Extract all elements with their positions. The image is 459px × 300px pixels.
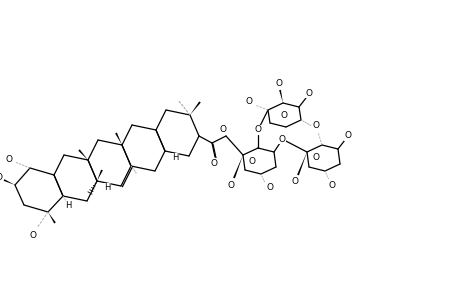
Text: O: O <box>280 110 287 119</box>
Text: O: O <box>312 122 319 130</box>
Text: O: O <box>328 182 335 190</box>
Text: O: O <box>275 80 282 88</box>
Text: O: O <box>344 131 351 140</box>
Text: O: O <box>219 125 226 134</box>
Polygon shape <box>297 152 306 175</box>
Text: O: O <box>245 98 252 106</box>
Polygon shape <box>279 90 282 103</box>
Text: O: O <box>305 88 312 98</box>
Text: O: O <box>0 173 2 182</box>
Polygon shape <box>97 169 103 181</box>
Text: H: H <box>104 184 110 193</box>
Polygon shape <box>115 133 122 145</box>
Polygon shape <box>233 155 242 178</box>
Text: O: O <box>227 181 234 190</box>
Text: O: O <box>312 154 319 163</box>
Polygon shape <box>190 101 201 115</box>
Text: O: O <box>6 155 12 164</box>
Text: H: H <box>65 202 71 211</box>
Polygon shape <box>48 212 56 224</box>
Text: O: O <box>29 230 36 239</box>
Text: H: H <box>172 154 178 163</box>
Polygon shape <box>4 179 15 185</box>
Text: O: O <box>248 158 255 166</box>
Text: O: O <box>210 158 217 167</box>
Text: O: O <box>254 125 261 134</box>
Polygon shape <box>78 149 88 160</box>
Text: O: O <box>291 178 298 187</box>
Text: O: O <box>266 184 273 193</box>
Text: O: O <box>278 134 285 143</box>
